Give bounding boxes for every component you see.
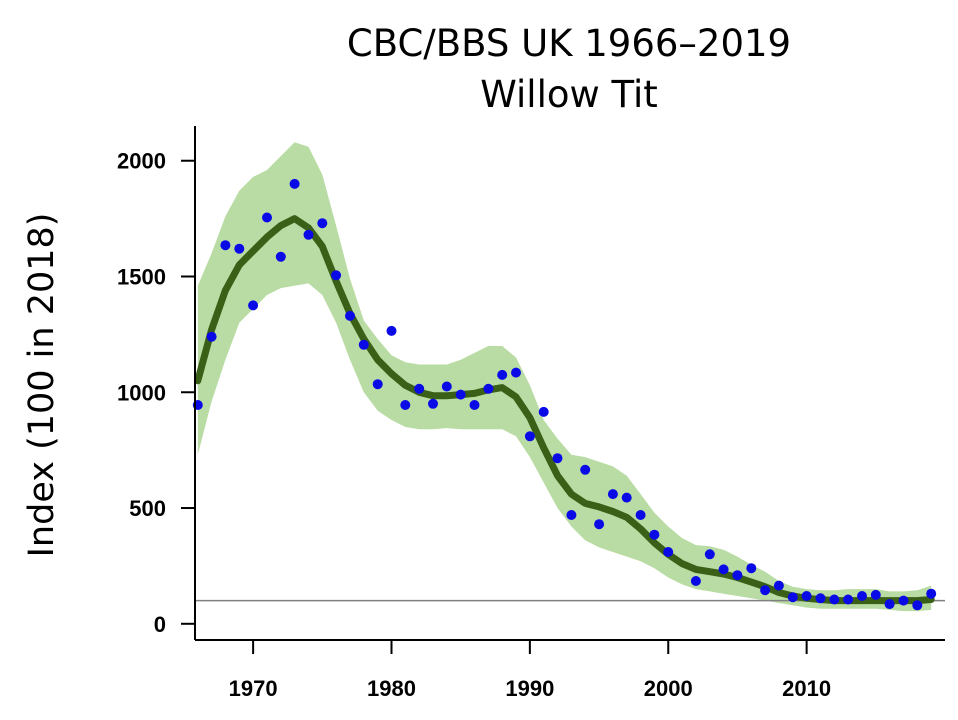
y-ticks: 0 500 1000 1500 2000 [117,149,195,637]
data-point [566,510,577,520]
data-point [621,492,632,503]
data-point [275,251,286,262]
data-point [234,243,245,254]
data-point [732,570,743,581]
data-point [455,389,466,400]
data-point [538,406,549,417]
y-tick-label: 0 [154,612,166,637]
data-point [857,591,867,601]
data-point [220,240,231,251]
data-point [386,325,397,336]
x-tick-label: 2000 [644,676,693,701]
chart-title: CBC/BBS UK 1966–2019 [347,22,791,65]
data-point [787,592,798,603]
data-point [704,549,715,560]
data-point [635,510,646,520]
data-point [483,383,494,394]
data-point [428,398,438,409]
data-point [552,453,563,464]
data-point [262,212,272,223]
y-tick-label: 2000 [117,149,166,174]
data-point [690,576,701,586]
chart-subtitle: Willow Tit [480,73,658,116]
data-point [843,594,854,605]
x-tick-label: 1990 [505,676,554,701]
y-axis-label: Index (100 in 2018) [22,213,62,558]
data-point [607,489,618,500]
data-point [594,519,605,530]
data-point [926,588,937,599]
x-tick-label: 1980 [367,676,416,701]
data-point [441,381,452,392]
data-point [912,600,923,611]
data-point [884,599,895,610]
data-point [663,547,674,557]
data-point [400,400,411,410]
data-point [524,431,535,442]
x-tick-label: 1970 [229,676,278,701]
axes: 0 500 1000 1500 2000 1970 1980 1990 2000 2010 [117,126,945,701]
y-tick-label: 500 [129,496,166,521]
data-point [289,178,300,189]
data-point [248,300,259,311]
data-point [331,270,342,281]
y-tick-label: 1500 [117,264,166,289]
data-point [746,563,757,574]
data-point [760,585,771,596]
x-tick-label: 2010 [782,676,831,701]
data-point [497,369,508,380]
data-point [718,564,729,575]
annual-index-points [192,178,937,611]
data-point [773,580,784,591]
data-point [345,310,355,321]
data-point [511,367,521,378]
confidence-band [197,142,932,612]
data-point [815,593,826,604]
data-point [303,229,314,240]
data-point [870,589,881,600]
data-point [649,529,660,540]
data-point [580,464,591,475]
data-point [206,331,217,342]
y-tick-label: 1000 [117,380,166,405]
x-ticks: 1970 1980 1990 2000 2010 [229,640,831,701]
data-point [469,400,480,410]
data-point [358,339,369,350]
data-point [414,383,425,394]
plot-area [192,142,945,612]
data-point [372,379,383,390]
data-point [898,595,909,606]
data-point [801,591,812,601]
data-point [829,594,840,605]
data-point [317,218,328,229]
